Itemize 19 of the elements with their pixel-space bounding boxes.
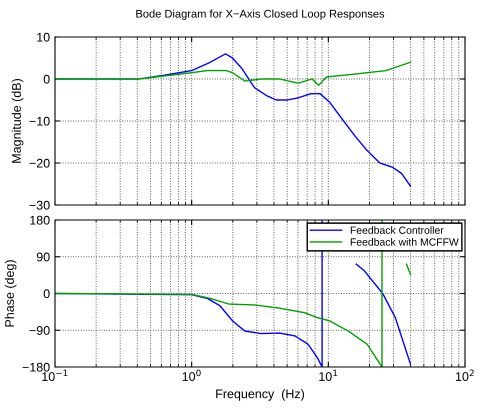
x-tick-label: 10$^{2}$ [456, 370, 474, 381]
y-tick-label: −90 [30, 326, 50, 335]
legend-label: Feedback with MCFFW [350, 238, 459, 246]
legend-label: Feedback Controller [350, 226, 444, 234]
y-tick-label: 0 [44, 74, 50, 84]
y-tick-label: 90 [36, 252, 50, 262]
y-tick-label: −10 [30, 116, 50, 126]
x-tick-label: 10$^{0}$ [182, 370, 201, 381]
y-tick-label: −20 [30, 158, 50, 168]
y-tick-label: 10 [37, 32, 50, 42]
x-tick-label: 10$^{1}$ [319, 370, 338, 381]
y-axis-title: Phase (deg) [4, 260, 16, 327]
y-tick-label: −30 [30, 200, 50, 210]
y-tick-label: −180 [22, 362, 50, 372]
y-tick-label: 180 [30, 216, 50, 225]
x-axis-title: Frequency (Hz) [216, 389, 304, 401]
chart-title: Bode Diagram for X−Axis Closed Loop Responses [136, 10, 384, 20]
y-axis-title: Magnitude (dB) [12, 79, 24, 163]
y-tick-label: 0 [44, 289, 50, 298]
